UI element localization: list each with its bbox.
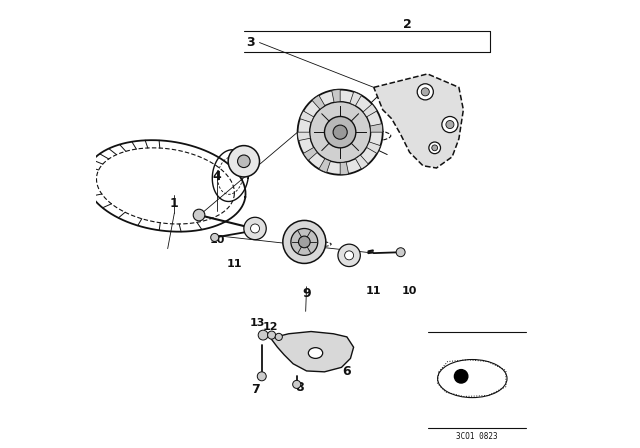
- Circle shape: [193, 209, 205, 221]
- Circle shape: [417, 84, 433, 100]
- Circle shape: [442, 116, 458, 133]
- Polygon shape: [374, 74, 463, 168]
- Polygon shape: [370, 124, 383, 132]
- Circle shape: [429, 142, 440, 154]
- Text: 8: 8: [296, 381, 304, 394]
- Circle shape: [211, 233, 219, 241]
- Polygon shape: [350, 92, 362, 106]
- Text: 4: 4: [212, 170, 221, 184]
- Circle shape: [268, 331, 276, 339]
- Circle shape: [237, 155, 250, 168]
- Circle shape: [396, 248, 405, 257]
- Circle shape: [324, 116, 356, 148]
- Circle shape: [310, 102, 371, 163]
- Circle shape: [446, 121, 454, 129]
- Polygon shape: [319, 159, 330, 172]
- Ellipse shape: [308, 348, 323, 358]
- Circle shape: [244, 217, 266, 240]
- Polygon shape: [303, 147, 317, 160]
- Circle shape: [344, 251, 354, 260]
- Circle shape: [454, 370, 468, 383]
- Circle shape: [298, 236, 310, 248]
- Text: 9: 9: [302, 287, 311, 300]
- Circle shape: [275, 333, 282, 340]
- Text: 12: 12: [263, 322, 278, 332]
- Circle shape: [258, 330, 268, 340]
- Text: 2: 2: [403, 18, 412, 31]
- Circle shape: [257, 372, 266, 381]
- Text: 6: 6: [342, 365, 351, 379]
- Text: 5: 5: [239, 148, 248, 161]
- Circle shape: [283, 220, 326, 263]
- Text: 7: 7: [251, 383, 259, 396]
- Text: 10: 10: [209, 235, 225, 245]
- Text: 11: 11: [366, 286, 381, 296]
- Circle shape: [292, 380, 301, 388]
- Text: 1: 1: [170, 197, 179, 211]
- Circle shape: [338, 244, 360, 267]
- Circle shape: [298, 90, 383, 175]
- Circle shape: [291, 228, 318, 255]
- Circle shape: [421, 88, 429, 96]
- Text: 13: 13: [250, 318, 265, 327]
- Circle shape: [333, 125, 348, 139]
- Text: 3: 3: [246, 36, 255, 49]
- Polygon shape: [298, 132, 310, 141]
- Polygon shape: [363, 104, 377, 117]
- Polygon shape: [271, 332, 353, 372]
- Polygon shape: [332, 90, 340, 102]
- Circle shape: [432, 145, 438, 151]
- Text: 11: 11: [227, 259, 243, 269]
- Text: 10: 10: [402, 286, 417, 296]
- Polygon shape: [312, 95, 325, 109]
- Circle shape: [228, 146, 260, 177]
- Polygon shape: [367, 142, 381, 153]
- Polygon shape: [340, 162, 349, 175]
- Polygon shape: [300, 111, 314, 122]
- Polygon shape: [355, 155, 369, 169]
- Circle shape: [251, 224, 260, 233]
- Text: 3CO1 0823: 3CO1 0823: [456, 432, 498, 441]
